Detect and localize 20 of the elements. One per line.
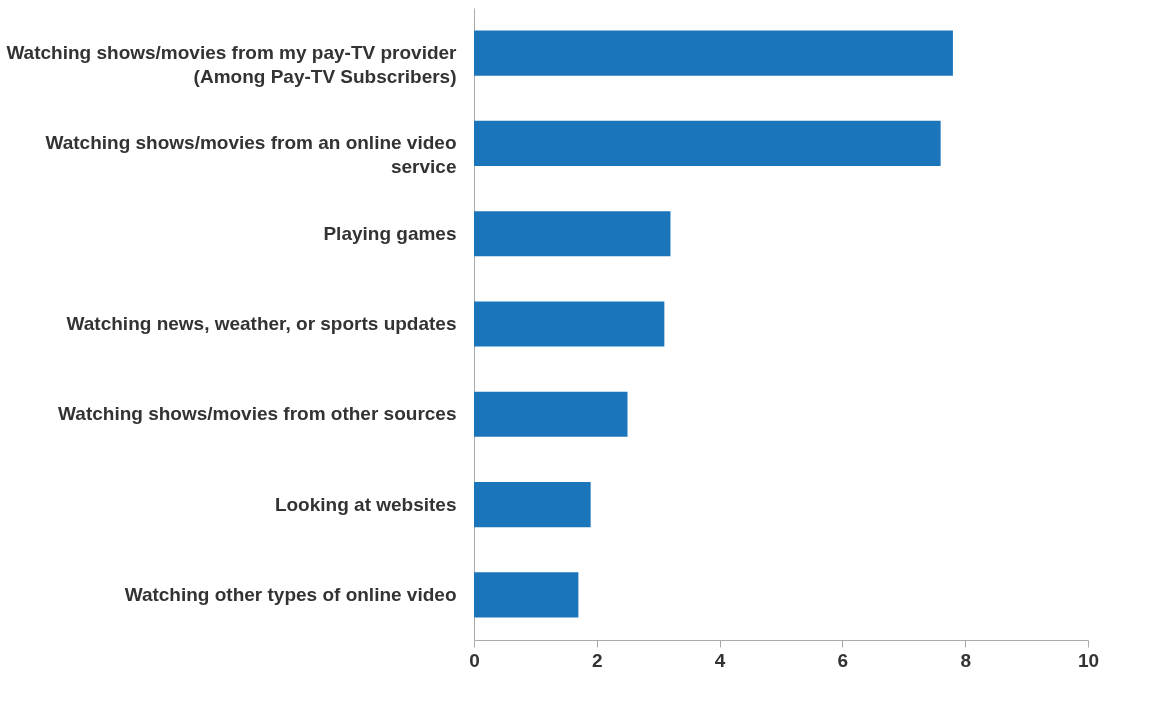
y-tick-label: Watching other types of online video — [124, 583, 457, 605]
x-tick-label: 6 — [837, 649, 849, 671]
bar — [474, 120, 941, 166]
bar — [474, 301, 665, 347]
bar — [474, 572, 579, 618]
bar — [474, 391, 628, 437]
bar — [474, 30, 953, 76]
bar — [474, 211, 671, 257]
y-tick-label: Watching news, weather, or sports updates — [66, 313, 457, 334]
x-tick-label: 2 — [592, 649, 603, 671]
x-tick-label: 4 — [714, 649, 726, 671]
y-tick-label: Watching shows/movies from other sources — [58, 403, 457, 425]
y-tick-label: Watching shows/movies from an online video service — [45, 132, 457, 178]
x-tick-label: 8 — [960, 649, 971, 671]
bar — [474, 482, 591, 528]
y-tick-label: Looking at websites — [274, 493, 457, 515]
y-tick-label: Playing games — [323, 222, 457, 244]
y-tick-label: Watching shows/movies from my pay-TV provider (Among Pay-TV Subscribers) — [6, 42, 458, 88]
x-tick-label: 0 — [469, 649, 480, 671]
x-tick-label: 10 — [1077, 649, 1100, 671]
